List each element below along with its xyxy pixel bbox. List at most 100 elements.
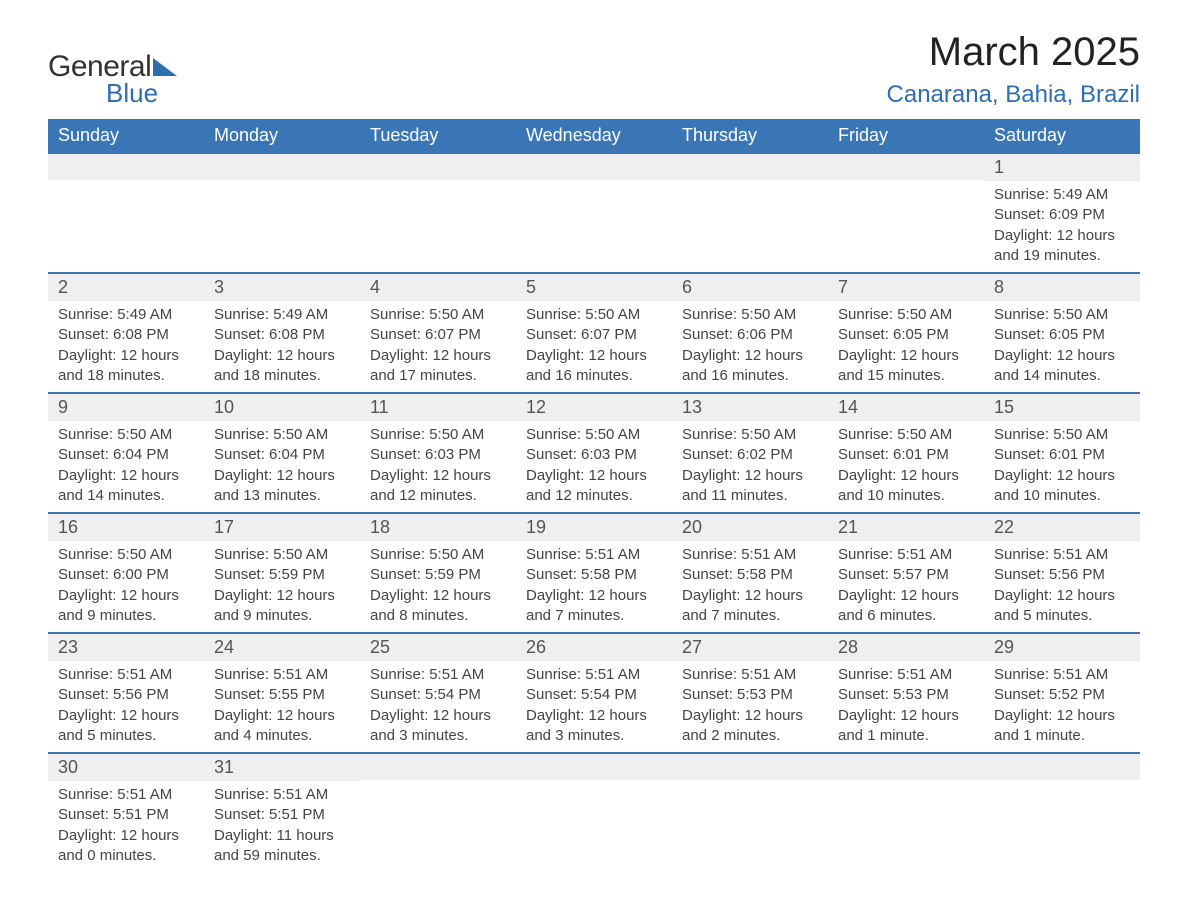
day-number: 7 [828, 274, 984, 301]
day-number: 8 [984, 274, 1140, 301]
sunset-text: Sunset: 5:57 PM [838, 565, 974, 585]
day-number-empty [672, 754, 828, 780]
calendar-day-cell: 2Sunrise: 5:49 AMSunset: 6:08 PMDaylight… [48, 273, 204, 393]
day-body-empty [828, 180, 984, 250]
sunset-text: Sunset: 6:00 PM [58, 565, 194, 585]
daylight-text-line1: Daylight: 12 hours [526, 346, 662, 366]
sunset-text: Sunset: 5:51 PM [214, 805, 350, 825]
daylight-text-line2: and 14 minutes. [58, 486, 194, 506]
sunrise-text: Sunrise: 5:51 AM [526, 545, 662, 565]
daylight-text-line1: Daylight: 12 hours [994, 346, 1130, 366]
day-details: Sunrise: 5:51 AMSunset: 5:54 PMDaylight:… [516, 661, 672, 752]
day-number-empty [360, 754, 516, 780]
sunset-text: Sunset: 6:03 PM [370, 445, 506, 465]
daylight-text-line2: and 12 minutes. [370, 486, 506, 506]
sunset-text: Sunset: 6:04 PM [214, 445, 350, 465]
weekday-header: Monday [204, 119, 360, 153]
sunrise-text: Sunrise: 5:50 AM [58, 545, 194, 565]
daylight-text-line1: Daylight: 12 hours [214, 706, 350, 726]
day-body-empty [516, 780, 672, 850]
sunrise-text: Sunrise: 5:51 AM [838, 545, 974, 565]
calendar-day-cell: 17Sunrise: 5:50 AMSunset: 5:59 PMDayligh… [204, 513, 360, 633]
sunrise-text: Sunrise: 5:51 AM [682, 665, 818, 685]
day-number: 31 [204, 754, 360, 781]
daylight-text-line1: Daylight: 12 hours [58, 706, 194, 726]
daylight-text-line2: and 3 minutes. [370, 726, 506, 746]
calendar-day-cell: 14Sunrise: 5:50 AMSunset: 6:01 PMDayligh… [828, 393, 984, 513]
daylight-text-line1: Daylight: 12 hours [370, 346, 506, 366]
day-number: 6 [672, 274, 828, 301]
daylight-text-line1: Daylight: 12 hours [682, 706, 818, 726]
daylight-text-line1: Daylight: 12 hours [58, 826, 194, 846]
weekday-header: Friday [828, 119, 984, 153]
day-details: Sunrise: 5:51 AMSunset: 5:53 PMDaylight:… [828, 661, 984, 752]
day-details: Sunrise: 5:51 AMSunset: 5:52 PMDaylight:… [984, 661, 1140, 752]
day-details: Sunrise: 5:51 AMSunset: 5:58 PMDaylight:… [672, 541, 828, 632]
day-details: Sunrise: 5:51 AMSunset: 5:54 PMDaylight:… [360, 661, 516, 752]
calendar-week-row: 2Sunrise: 5:49 AMSunset: 6:08 PMDaylight… [48, 273, 1140, 393]
daylight-text-line1: Daylight: 12 hours [682, 346, 818, 366]
calendar-day-cell [672, 753, 828, 872]
daylight-text-line2: and 18 minutes. [214, 366, 350, 386]
sunset-text: Sunset: 5:54 PM [370, 685, 506, 705]
day-details: Sunrise: 5:51 AMSunset: 5:51 PMDaylight:… [204, 781, 360, 872]
day-details: Sunrise: 5:50 AMSunset: 6:07 PMDaylight:… [360, 301, 516, 392]
daylight-text-line2: and 4 minutes. [214, 726, 350, 746]
sunset-text: Sunset: 5:58 PM [526, 565, 662, 585]
calendar-day-cell: 7Sunrise: 5:50 AMSunset: 6:05 PMDaylight… [828, 273, 984, 393]
daylight-text-line1: Daylight: 12 hours [682, 466, 818, 486]
day-details: Sunrise: 5:50 AMSunset: 6:03 PMDaylight:… [360, 421, 516, 512]
sunrise-text: Sunrise: 5:50 AM [526, 305, 662, 325]
day-details: Sunrise: 5:51 AMSunset: 5:58 PMDaylight:… [516, 541, 672, 632]
sunset-text: Sunset: 5:52 PM [994, 685, 1130, 705]
daylight-text-line1: Daylight: 12 hours [526, 586, 662, 606]
sunrise-text: Sunrise: 5:51 AM [682, 545, 818, 565]
calendar-day-cell [516, 753, 672, 872]
sunrise-text: Sunrise: 5:50 AM [838, 305, 974, 325]
daylight-text-line1: Daylight: 12 hours [526, 466, 662, 486]
calendar-day-cell: 12Sunrise: 5:50 AMSunset: 6:03 PMDayligh… [516, 393, 672, 513]
daylight-text-line2: and 7 minutes. [526, 606, 662, 626]
day-number: 19 [516, 514, 672, 541]
sunrise-text: Sunrise: 5:50 AM [370, 425, 506, 445]
header: General Blue March 2025 Canarana, Bahia,… [48, 30, 1140, 109]
daylight-text-line2: and 17 minutes. [370, 366, 506, 386]
day-number-empty [984, 754, 1140, 780]
day-number: 20 [672, 514, 828, 541]
day-details: Sunrise: 5:51 AMSunset: 5:51 PMDaylight:… [48, 781, 204, 872]
day-body-empty [360, 180, 516, 250]
day-details: Sunrise: 5:50 AMSunset: 6:03 PMDaylight:… [516, 421, 672, 512]
sunset-text: Sunset: 5:53 PM [682, 685, 818, 705]
day-details: Sunrise: 5:49 AMSunset: 6:09 PMDaylight:… [984, 181, 1140, 272]
daylight-text-line2: and 8 minutes. [370, 606, 506, 626]
daylight-text-line1: Daylight: 12 hours [214, 466, 350, 486]
sunrise-text: Sunrise: 5:50 AM [526, 425, 662, 445]
calendar-day-cell: 23Sunrise: 5:51 AMSunset: 5:56 PMDayligh… [48, 633, 204, 753]
day-body-empty [204, 180, 360, 250]
calendar-day-cell: 30Sunrise: 5:51 AMSunset: 5:51 PMDayligh… [48, 753, 204, 872]
sunset-text: Sunset: 6:02 PM [682, 445, 818, 465]
daylight-text-line1: Daylight: 12 hours [682, 586, 818, 606]
calendar-week-row: 23Sunrise: 5:51 AMSunset: 5:56 PMDayligh… [48, 633, 1140, 753]
sunrise-text: Sunrise: 5:51 AM [526, 665, 662, 685]
daylight-text-line1: Daylight: 12 hours [994, 466, 1130, 486]
sunrise-text: Sunrise: 5:51 AM [58, 785, 194, 805]
daylight-text-line1: Daylight: 12 hours [58, 346, 194, 366]
logo-word-blue: Blue [106, 78, 177, 109]
calendar-day-cell [828, 753, 984, 872]
day-number: 9 [48, 394, 204, 421]
calendar-day-cell: 18Sunrise: 5:50 AMSunset: 5:59 PMDayligh… [360, 513, 516, 633]
daylight-text-line2: and 5 minutes. [58, 726, 194, 746]
day-number: 26 [516, 634, 672, 661]
day-number: 1 [984, 154, 1140, 181]
daylight-text-line2: and 6 minutes. [838, 606, 974, 626]
daylight-text-line1: Daylight: 12 hours [370, 706, 506, 726]
day-number: 3 [204, 274, 360, 301]
daylight-text-line1: Daylight: 11 hours [214, 826, 350, 846]
daylight-text-line2: and 7 minutes. [682, 606, 818, 626]
calendar-day-cell: 15Sunrise: 5:50 AMSunset: 6:01 PMDayligh… [984, 393, 1140, 513]
day-number-empty [204, 154, 360, 180]
day-details: Sunrise: 5:50 AMSunset: 6:00 PMDaylight:… [48, 541, 204, 632]
sunset-text: Sunset: 6:03 PM [526, 445, 662, 465]
calendar-table: SundayMondayTuesdayWednesdayThursdayFrid… [48, 119, 1140, 872]
